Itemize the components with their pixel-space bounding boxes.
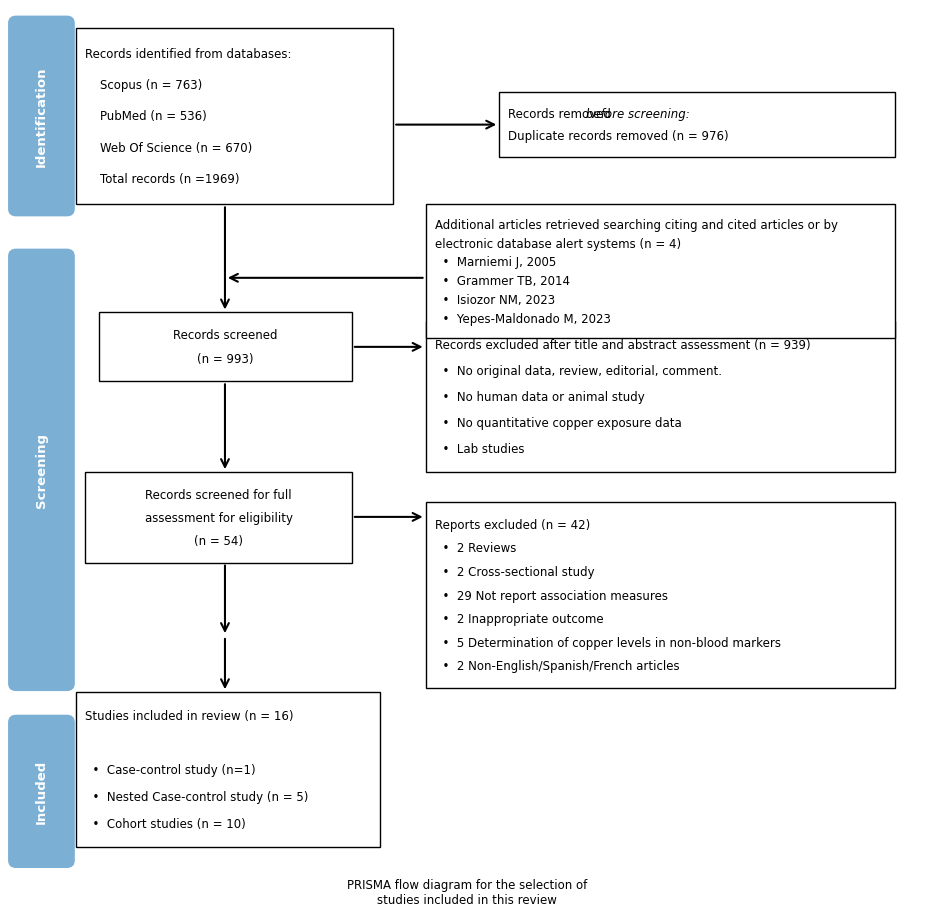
FancyBboxPatch shape xyxy=(425,205,894,339)
Text: (n = 54): (n = 54) xyxy=(194,535,243,548)
Text: Screening: Screening xyxy=(35,433,48,507)
Text: PRISMA flow diagram for the selection of
studies included in this review: PRISMA flow diagram for the selection of… xyxy=(346,877,586,906)
FancyBboxPatch shape xyxy=(8,250,74,691)
Text: before screening:: before screening: xyxy=(585,108,689,121)
FancyBboxPatch shape xyxy=(425,503,894,688)
Text: assessment for eligibility: assessment for eligibility xyxy=(144,511,293,524)
Text: •  2 Cross-sectional study: • 2 Cross-sectional study xyxy=(434,566,594,578)
Text: Identification: Identification xyxy=(35,67,48,167)
FancyBboxPatch shape xyxy=(8,716,74,867)
Text: •  Yepes-Maldonado M, 2023: • Yepes-Maldonado M, 2023 xyxy=(434,312,610,325)
Text: •  29 Not report association measures: • 29 Not report association measures xyxy=(434,589,667,602)
Text: PubMed (n = 536): PubMed (n = 536) xyxy=(85,110,207,123)
Text: Records excluded after title and abstract assessment (n = 939): Records excluded after title and abstrac… xyxy=(434,339,810,352)
Text: •  No original data, review, editorial, comment.: • No original data, review, editorial, c… xyxy=(434,364,721,377)
Text: •  2 Non-English/Spanish/French articles: • 2 Non-English/Spanish/French articles xyxy=(434,660,679,672)
Text: •  Case-control study (n=1): • Case-control study (n=1) xyxy=(85,763,256,776)
Text: •  2 Reviews: • 2 Reviews xyxy=(434,542,515,555)
Text: •  Grammer TB, 2014: • Grammer TB, 2014 xyxy=(434,275,569,288)
Text: Duplicate records removed (n = 976): Duplicate records removed (n = 976) xyxy=(508,130,728,143)
Text: Records identified from databases:: Records identified from databases: xyxy=(85,48,292,61)
Text: •  Cohort studies (n = 10): • Cohort studies (n = 10) xyxy=(85,817,245,830)
Text: Records screened: Records screened xyxy=(173,329,278,342)
FancyBboxPatch shape xyxy=(425,322,894,473)
Text: •  Isiozor NM, 2023: • Isiozor NM, 2023 xyxy=(434,293,554,307)
Text: Additional articles retrieved searching citing and cited articles or by: Additional articles retrieved searching … xyxy=(434,219,836,231)
FancyBboxPatch shape xyxy=(76,28,393,205)
Text: •  2 Inappropriate outcome: • 2 Inappropriate outcome xyxy=(434,612,602,625)
Text: •  5 Determination of copper levels in non-blood markers: • 5 Determination of copper levels in no… xyxy=(434,636,780,649)
Text: •  Nested Case-control study (n = 5): • Nested Case-control study (n = 5) xyxy=(85,791,308,804)
FancyBboxPatch shape xyxy=(99,313,351,382)
Text: •  No quantitative copper exposure data: • No quantitative copper exposure data xyxy=(434,416,681,430)
FancyBboxPatch shape xyxy=(76,692,379,847)
Text: •  Marniemi J, 2005: • Marniemi J, 2005 xyxy=(434,256,555,269)
Text: Total records (n =1969): Total records (n =1969) xyxy=(85,173,240,186)
Text: •  No human data or animal study: • No human data or animal study xyxy=(434,391,644,404)
FancyBboxPatch shape xyxy=(498,93,894,158)
Text: Included: Included xyxy=(35,760,48,824)
FancyBboxPatch shape xyxy=(85,473,351,563)
Text: Records screened for full: Records screened for full xyxy=(145,488,292,501)
Text: Web Of Science (n = 670): Web Of Science (n = 670) xyxy=(85,141,252,155)
Text: (n = 993): (n = 993) xyxy=(197,353,253,366)
Text: Scopus (n = 763): Scopus (n = 763) xyxy=(85,79,202,92)
Text: electronic database alert systems (n = 4): electronic database alert systems (n = 4… xyxy=(434,238,680,251)
Text: Studies included in review (n = 16): Studies included in review (n = 16) xyxy=(85,710,294,722)
FancyBboxPatch shape xyxy=(8,17,74,217)
Text: Records removed: Records removed xyxy=(508,108,615,121)
Text: •  Lab studies: • Lab studies xyxy=(434,443,524,456)
Text: Reports excluded (n = 42): Reports excluded (n = 42) xyxy=(434,518,589,531)
